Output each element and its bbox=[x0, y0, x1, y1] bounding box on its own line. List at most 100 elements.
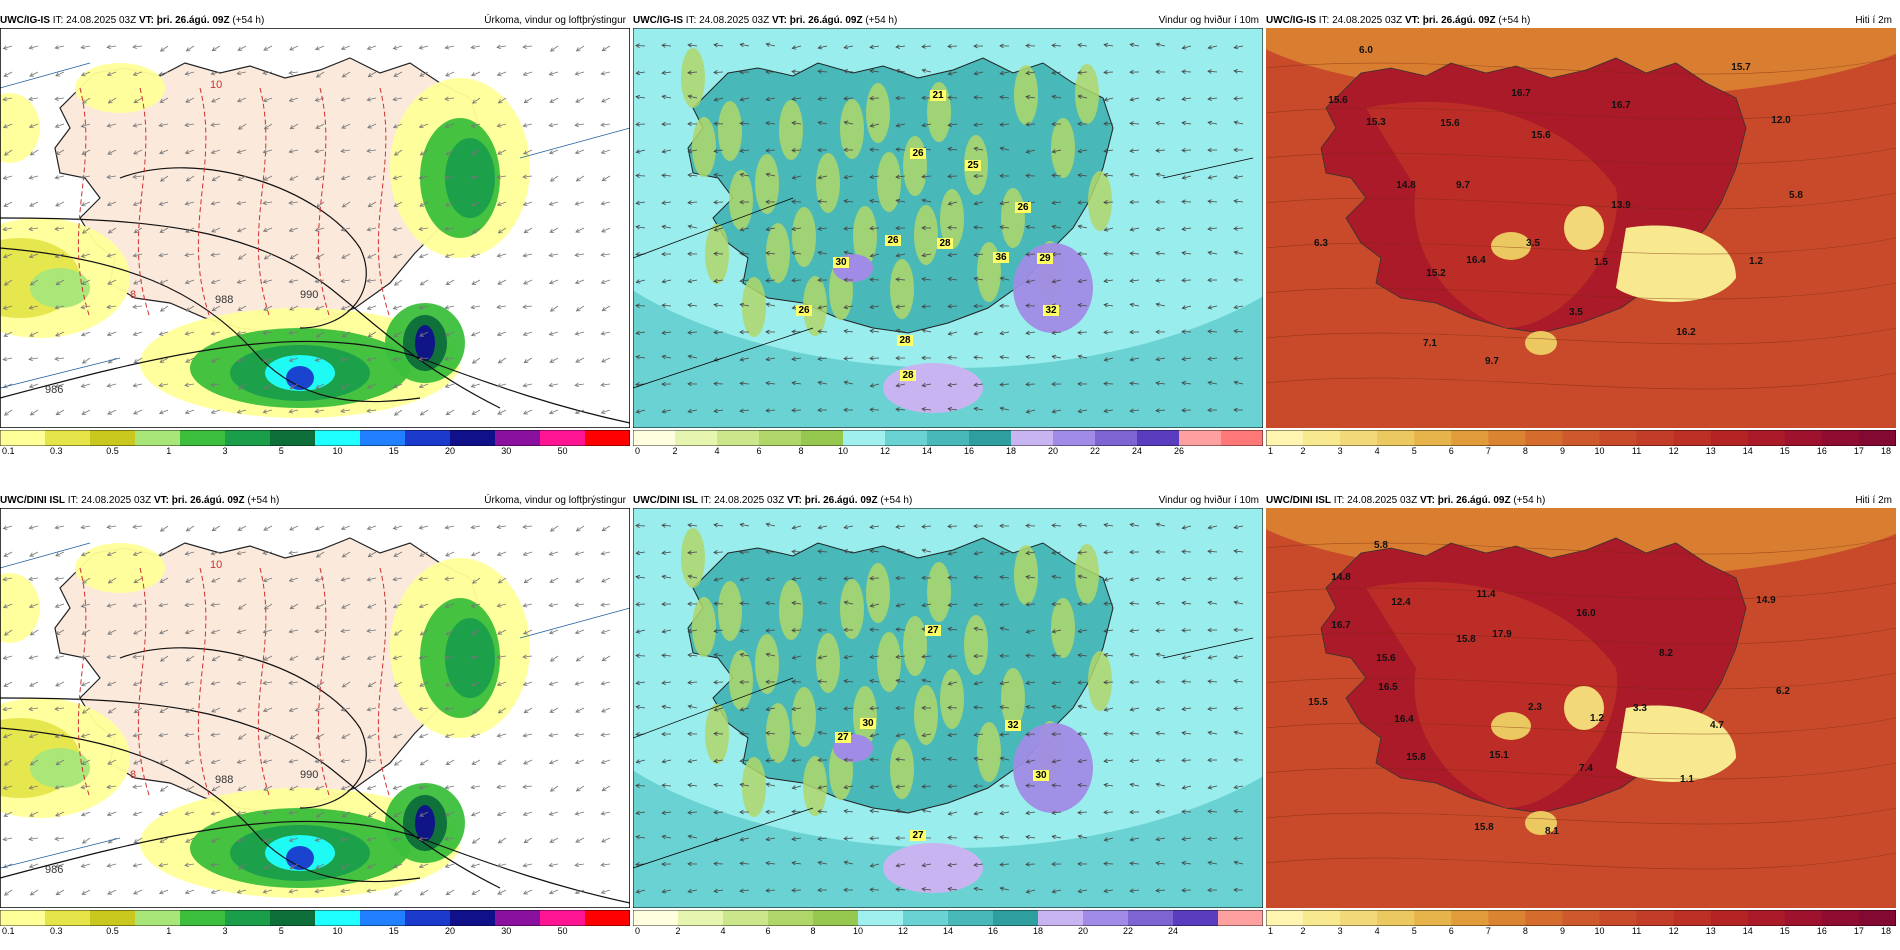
wind-band bbox=[1051, 118, 1075, 178]
wind-arrow bbox=[523, 149, 533, 155]
wind-arrow-head bbox=[635, 834, 641, 840]
wind-arrow-head bbox=[1103, 357, 1109, 362]
wind-arrow-head bbox=[367, 734, 372, 739]
wind-arrow-head bbox=[237, 46, 243, 51]
wind-arrow-head bbox=[107, 890, 112, 895]
wind-arrow bbox=[29, 71, 39, 77]
gust-value: 27 bbox=[837, 732, 849, 743]
panel-header: UWC/DINI ISL IT: 24.08.2025 03Z VT: þri.… bbox=[633, 494, 1263, 508]
wind-arrow-head bbox=[106, 201, 112, 207]
wind-arrow bbox=[818, 577, 828, 580]
wind-arrow bbox=[1156, 523, 1166, 527]
wind-arrow-head bbox=[1233, 576, 1238, 581]
wind-arrow bbox=[549, 71, 559, 76]
wind-arrow bbox=[237, 149, 247, 154]
wind-arrow-head bbox=[713, 628, 719, 634]
wind-arrow bbox=[792, 357, 802, 360]
wind-arrow bbox=[393, 331, 403, 337]
wind-arrow-head bbox=[869, 68, 875, 74]
colorbar-tick: 4 bbox=[720, 926, 726, 936]
wind-arrow-head bbox=[661, 200, 666, 205]
wind-arrow-head bbox=[999, 862, 1004, 867]
wind-arrow-head bbox=[713, 172, 719, 178]
wind-arrow bbox=[792, 785, 802, 789]
wind-arrow bbox=[662, 409, 672, 413]
wind-arrow bbox=[688, 835, 698, 839]
wind-arrow-head bbox=[1077, 810, 1082, 815]
wind-band bbox=[681, 528, 705, 588]
wind-arrow-head bbox=[661, 224, 667, 230]
wind-arrow-head bbox=[523, 760, 528, 765]
wind-arrow-head bbox=[29, 682, 34, 687]
wind-arrow bbox=[601, 577, 611, 583]
wind-arrow-head bbox=[159, 578, 165, 583]
wind-arrow-head bbox=[600, 252, 605, 257]
colorbar-tick: 3 bbox=[222, 926, 228, 936]
wind-arrow bbox=[263, 97, 273, 102]
wind-arrow bbox=[1156, 732, 1166, 735]
wind-arrow bbox=[1182, 837, 1192, 840]
wind-arrow-head bbox=[184, 331, 190, 336]
wind-arrow-head bbox=[28, 383, 34, 389]
wind-arrow-head bbox=[496, 383, 502, 388]
wind-arrow bbox=[108, 357, 117, 364]
temperature-value: 9.7 bbox=[1456, 180, 1470, 191]
contour-label: 986 bbox=[45, 864, 63, 876]
wind-arrow bbox=[1000, 277, 1010, 281]
wind-arrow-head bbox=[1025, 173, 1030, 178]
wind-arrow-head bbox=[1077, 330, 1082, 335]
wind-arrow-head bbox=[288, 279, 294, 284]
contour-label: 8 bbox=[130, 289, 136, 301]
wind-arrow-head bbox=[210, 732, 215, 737]
wind-arrow-head bbox=[523, 708, 529, 714]
wind-arrow bbox=[159, 629, 169, 634]
wind-arrow-head bbox=[367, 254, 372, 259]
wind-arrow-head bbox=[158, 410, 164, 415]
wind-arrow bbox=[549, 629, 559, 634]
wind-band bbox=[866, 563, 890, 623]
wind-arrow-head bbox=[393, 682, 399, 687]
wind-arrow-head bbox=[947, 225, 952, 230]
wind-arrow-head bbox=[687, 628, 693, 634]
colorbar-tick: 6 bbox=[1448, 926, 1454, 936]
wind-arrow-head bbox=[289, 306, 294, 311]
wind-arrow bbox=[498, 97, 507, 104]
wind-arrow bbox=[159, 603, 169, 607]
wind-arrow bbox=[289, 811, 299, 814]
wind-arrow bbox=[1129, 862, 1140, 865]
wind-arrow-head bbox=[54, 785, 60, 790]
wind-arrow bbox=[688, 409, 698, 413]
colorbar-swatch bbox=[768, 910, 814, 926]
wind-arrow bbox=[159, 409, 169, 414]
wind-arrow bbox=[1026, 226, 1036, 229]
wind-arrow bbox=[263, 681, 273, 684]
wind-arrow bbox=[394, 629, 403, 636]
wind-arrow-head bbox=[1025, 810, 1031, 816]
wind-arrow-head bbox=[54, 576, 59, 581]
wind-arrow bbox=[420, 759, 429, 766]
wind-arrow bbox=[393, 97, 403, 101]
wind-arrow-head bbox=[817, 836, 822, 841]
wind-arrow bbox=[29, 227, 39, 230]
wind-arrow bbox=[766, 862, 776, 865]
wind-arrow-head bbox=[843, 576, 848, 581]
wind-arrow bbox=[237, 71, 247, 75]
wind-arrow bbox=[367, 383, 377, 389]
wind-arrow bbox=[1234, 785, 1244, 789]
wind-arrow-head bbox=[211, 838, 216, 843]
wind-arrow bbox=[688, 759, 698, 763]
wind-arrow-head bbox=[791, 706, 797, 712]
wind-arrow-head bbox=[55, 552, 60, 557]
wind-arrow-head bbox=[921, 678, 927, 683]
wind-arrow bbox=[367, 305, 377, 310]
wind-arrow-head bbox=[843, 549, 848, 554]
wind-arrow bbox=[445, 383, 455, 388]
wind-arrow-head bbox=[496, 733, 502, 738]
wind-arrow bbox=[896, 175, 906, 178]
wind-arrow bbox=[1208, 305, 1218, 309]
wind-arrow bbox=[792, 655, 802, 659]
wind-arrow bbox=[29, 201, 39, 207]
wind-arrow bbox=[342, 551, 351, 558]
wind-arrow-head bbox=[367, 124, 372, 129]
wind-arrow bbox=[1130, 43, 1140, 47]
